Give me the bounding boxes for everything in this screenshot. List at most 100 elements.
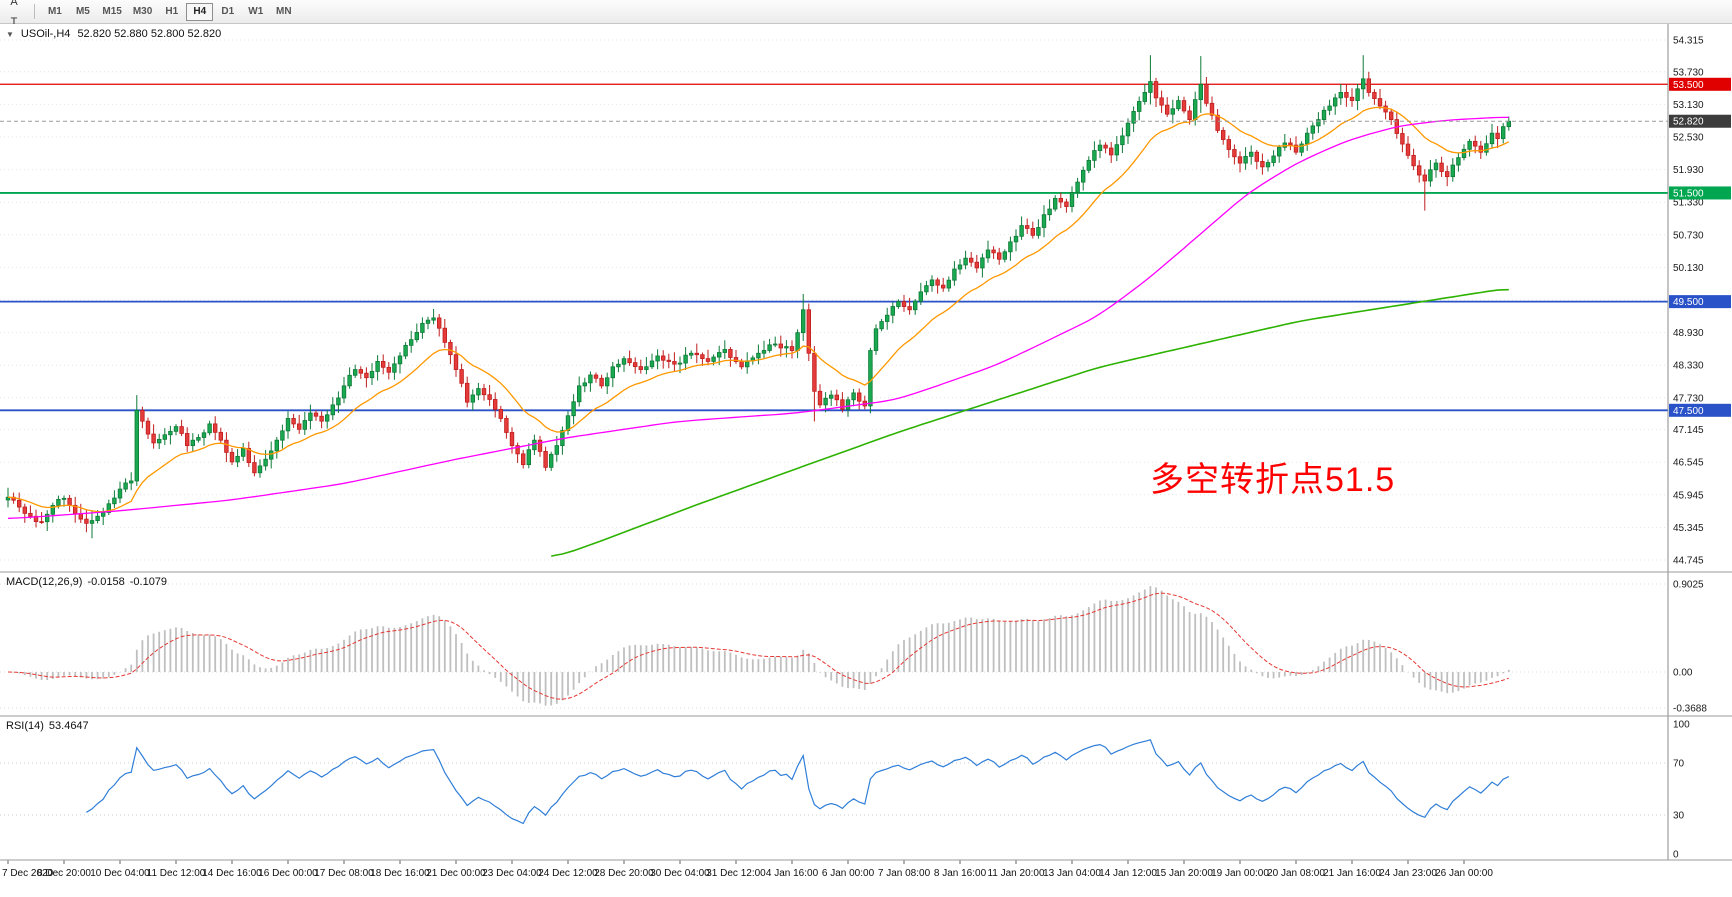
- svg-text:11 Dec 12:00: 11 Dec 12:00: [147, 868, 206, 879]
- svg-text:44.745: 44.745: [1673, 556, 1704, 567]
- svg-text:16 Dec 00:00: 16 Dec 00:00: [258, 868, 318, 879]
- price-badge: [1669, 114, 1731, 128]
- svg-text:30 Dec 04:00: 30 Dec 04:00: [650, 868, 710, 879]
- svg-text:53.730: 53.730: [1673, 67, 1704, 78]
- svg-text:53.500: 53.500: [1673, 80, 1704, 91]
- svg-text:15 Jan 20:00: 15 Jan 20:00: [1155, 868, 1213, 879]
- rsi-name: RSI(14): [6, 720, 44, 732]
- svg-text:6 Jan 00:00: 6 Jan 00:00: [822, 868, 875, 879]
- symbol-period-label: USOil-,H4: [20, 28, 71, 40]
- timeframe-button-m5[interactable]: M5: [69, 3, 96, 21]
- moving-averages-layer: [7, 106, 1510, 557]
- svg-text:47.145: 47.145: [1673, 425, 1704, 436]
- chart-canvas[interactable]: 54.315 53.730 53.130 52.530 51.930 51.330 50.7…: [0, 24, 1732, 897]
- svg-text:50.130: 50.130: [1673, 263, 1704, 274]
- price-badge: [1669, 295, 1731, 309]
- timeframe-button-m1[interactable]: M1: [41, 3, 68, 21]
- svg-text:49.500: 49.500: [1673, 297, 1704, 308]
- macd-indicator-label: MACD(12,26,9) -0.0158 -0.1079: [6, 576, 167, 588]
- svg-text:14 Dec 16:00: 14 Dec 16:00: [202, 868, 262, 879]
- rsi-panel: [0, 739, 1668, 825]
- chart-region: 54.315 53.730 53.130 52.530 51.930 51.330 50.7…: [0, 24, 1732, 897]
- svg-text:24 Dec 12:00: 24 Dec 12:00: [538, 868, 598, 879]
- macd-signal-line: [7, 592, 1509, 700]
- timeframe-button-h4[interactable]: H4: [186, 2, 214, 21]
- price-badge: [1669, 403, 1731, 417]
- horizontal-level-lines[interactable]: [0, 83, 1668, 412]
- chart-header: ▼ USOil-,H4 52.820 52.880 52.800 52.820: [6, 28, 221, 40]
- timeframe-group: M1 M5 M15 M30 H1 H4 D1 W1 MN: [41, 2, 297, 21]
- timeframe-button-mn[interactable]: MN: [270, 3, 297, 21]
- svg-text:20 Jan 08:00: 20 Jan 08:00: [1267, 868, 1325, 879]
- rsi-indicator-label: RSI(14) 53.4647: [6, 720, 89, 732]
- toolbar-separator: [34, 4, 36, 19]
- price-badge: [1669, 186, 1731, 200]
- svg-text:8 Dec 20:00: 8 Dec 20:00: [37, 868, 91, 879]
- rsi-value: 53.4647: [48, 720, 89, 732]
- price-scale[interactable]: 54.315 53.730 53.130 52.530 51.930 51.330 50.7…: [1667, 24, 1707, 861]
- svg-text:14 Jan 12:00: 14 Jan 12:00: [1099, 868, 1157, 879]
- svg-text:0.9025: 0.9025: [1673, 580, 1704, 591]
- svg-text:51.930: 51.930: [1673, 165, 1704, 176]
- timeframe-button-d1[interactable]: D1: [214, 3, 241, 21]
- svg-text:52.820: 52.820: [1673, 117, 1704, 128]
- svg-text:28 Dec 20:00: 28 Dec 20:00: [594, 868, 654, 879]
- svg-text:45.345: 45.345: [1673, 523, 1704, 534]
- svg-text:50.730: 50.730: [1673, 230, 1704, 241]
- macd-name: MACD(12,26,9): [6, 576, 83, 588]
- rsi-line: [86, 739, 1510, 825]
- svg-text:54.315: 54.315: [1673, 36, 1704, 47]
- svg-text:17 Dec 08:00: 17 Dec 08:00: [314, 868, 374, 879]
- svg-text:0: 0: [1673, 850, 1679, 861]
- svg-text:100: 100: [1673, 720, 1690, 731]
- price-badge: [1669, 77, 1731, 91]
- timeframe-button-w1[interactable]: W1: [242, 3, 269, 21]
- svg-text:53.130: 53.130: [1673, 100, 1704, 111]
- candles-layer: [5, 55, 1511, 539]
- macd-signal-value: -0.1079: [129, 576, 168, 588]
- ma-mid-line: [7, 116, 1509, 519]
- svg-text:70: 70: [1673, 759, 1685, 770]
- svg-text:48.930: 48.930: [1673, 328, 1704, 339]
- svg-text:23 Dec 04:00: 23 Dec 04:00: [482, 868, 542, 879]
- svg-text:8 Jan 16:00: 8 Jan 16:00: [934, 868, 987, 879]
- svg-text:46.545: 46.545: [1673, 458, 1704, 469]
- svg-text:19 Jan 00:00: 19 Jan 00:00: [1211, 868, 1269, 879]
- svg-text:47.500: 47.500: [1673, 406, 1704, 417]
- svg-text:31 Dec 12:00: 31 Dec 12:00: [706, 868, 766, 879]
- timeframe-button-m15[interactable]: M15: [97, 3, 126, 21]
- svg-text:52.530: 52.530: [1673, 132, 1704, 143]
- ma-slow-line: [551, 288, 1509, 557]
- svg-text:4 Jan 16:00: 4 Jan 16:00: [766, 868, 819, 879]
- svg-text:21 Jan 16:00: 21 Jan 16:00: [1323, 868, 1381, 879]
- svg-text:51.330: 51.330: [1673, 198, 1704, 209]
- text-tool-icon[interactable]: T: [3, 12, 25, 32]
- svg-text:0.00: 0.00: [1673, 668, 1693, 679]
- svg-text:45.945: 45.945: [1673, 490, 1704, 501]
- chart-annotation-text[interactable]: 多空转折点51.5: [1150, 461, 1396, 499]
- macd-panel: [0, 583, 1668, 709]
- svg-text:10 Dec 04:00: 10 Dec 04:00: [90, 868, 150, 879]
- svg-text:24 Jan 23:00: 24 Jan 23:00: [1379, 868, 1437, 879]
- svg-text:47.730: 47.730: [1673, 393, 1704, 404]
- svg-text:13 Jan 04:00: 13 Jan 04:00: [1043, 868, 1101, 879]
- price-badges: 53.500 51.500 49.500 47.500 52.820: [1669, 77, 1731, 417]
- svg-text:7 Dec 2020: 7 Dec 2020: [2, 868, 54, 879]
- ma-fast-line: [7, 106, 1510, 513]
- svg-text:30: 30: [1673, 811, 1685, 822]
- one-click-trading-toggle[interactable]: ▼: [6, 29, 14, 39]
- svg-text:21 Dec 00:00: 21 Dec 00:00: [426, 868, 486, 879]
- cursor-tool-icon[interactable]: A: [3, 0, 25, 12]
- timeframe-button-m30[interactable]: M30: [128, 3, 157, 21]
- svg-text:51.500: 51.500: [1673, 188, 1704, 199]
- svg-text:7 Jan 08:00: 7 Jan 08:00: [878, 868, 931, 879]
- ohlc-values: 52.820 52.880 52.800 52.820: [77, 28, 222, 40]
- timeframe-button-h1[interactable]: H1: [158, 3, 185, 21]
- svg-text:26 Jan 00:00: 26 Jan 00:00: [1435, 868, 1493, 879]
- svg-text:18 Dec 16:00: 18 Dec 16:00: [370, 868, 430, 879]
- grid-layer: [0, 39, 1668, 561]
- svg-text:-0.3688: -0.3688: [1673, 704, 1707, 715]
